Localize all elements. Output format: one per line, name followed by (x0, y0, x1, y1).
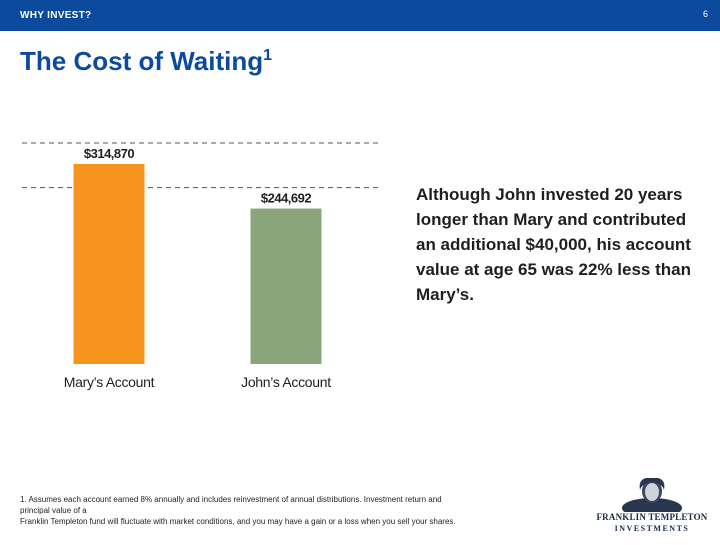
logo-line-1: FRANKLIN TEMPLETON (596, 512, 708, 522)
footnote-line-3: Franklin Templeton fund will fluctuate w… (20, 517, 456, 526)
page-number: 6 (702, 9, 708, 19)
footnote-line-1: 1. Assumes each account earned 8% annual… (20, 495, 442, 504)
bar-1 (73, 164, 145, 364)
header-bar: WHY INVEST? 6 (0, 0, 720, 31)
bar-value-label-2: $244,692 (261, 191, 311, 206)
category-label-2: John’s Account (241, 374, 331, 390)
ben-franklin-portrait-icon (622, 478, 682, 518)
footnote: 1. Assumes each account earned 8% annual… (20, 494, 580, 527)
logo-line-2: INVESTMENTS (614, 524, 690, 533)
page-title-text: The Cost of Waiting (20, 46, 264, 76)
category-label-1: Mary’s Account (64, 374, 155, 390)
bar-2 (250, 208, 322, 364)
footnote-line-2: principal value of a (20, 506, 87, 515)
bar-value-label-1: $314,870 (84, 146, 134, 161)
franklin-templeton-logo: FRANKLIN TEMPLETON INVESTMENTS (588, 474, 716, 538)
description-text: Although John invested 20 years longer t… (416, 185, 691, 304)
page-title: The Cost of Waiting1 (20, 46, 272, 77)
footnote-marker: 1 (263, 47, 273, 64)
section-label: WHY INVEST? (20, 10, 92, 21)
